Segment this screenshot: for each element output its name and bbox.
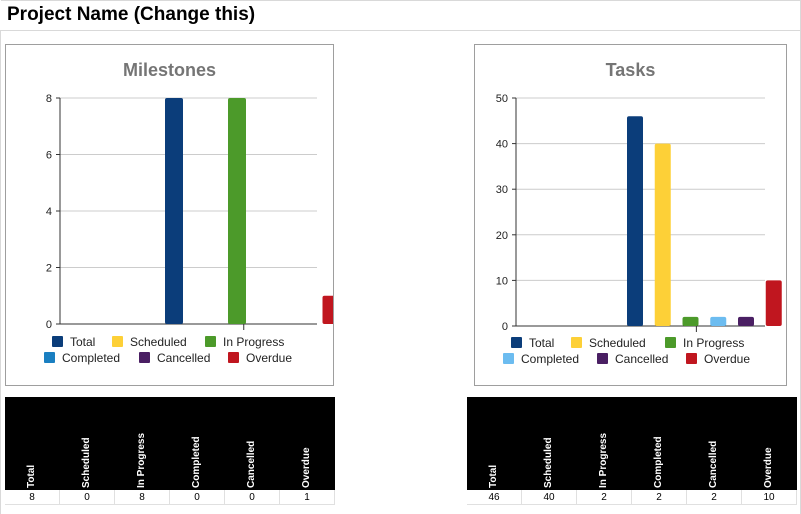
milestones-chart-svg: Milestones 0 2 4 6 8 Total Scheduled In Progress… bbox=[44, 60, 333, 365]
tasks-value-completed[interactable]: 2 bbox=[631, 490, 687, 505]
tasks-table-header-row: Total Scheduled In Progress Completed Ca… bbox=[467, 397, 797, 490]
tasks-value-cancelled[interactable]: 2 bbox=[686, 490, 742, 505]
page-title[interactable]: Project Name (Change this) bbox=[7, 4, 256, 25]
milestones-header-cell[interactable]: Cancelled bbox=[224, 397, 280, 490]
tasks-bar-scheduled bbox=[654, 143, 671, 326]
milestones-value-scheduled[interactable]: 0 bbox=[59, 490, 115, 505]
milestones-table: Total Scheduled In Progress Completed Ca… bbox=[5, 397, 335, 505]
tasks-legend-label-overdue: Overdue bbox=[704, 352, 750, 366]
milestones-header-cell[interactable]: Completed bbox=[169, 397, 225, 490]
milestones-table-header-row: Total Scheduled In Progress Completed Ca… bbox=[5, 397, 335, 490]
milestones-header-cancelled: Cancelled bbox=[246, 440, 257, 488]
milestones-value-completed[interactable]: 0 bbox=[169, 490, 225, 505]
milestones-header-in-progress: In Progress bbox=[136, 432, 147, 488]
milestones-value-cancelled[interactable]: 0 bbox=[224, 490, 280, 505]
tasks-y-tick-label: 0 bbox=[502, 321, 508, 333]
tasks-table-value-row: 46 40 2 2 2 10 bbox=[467, 490, 797, 505]
tasks-header-cell[interactable]: Completed bbox=[631, 397, 687, 490]
tasks-y-tick-label: 10 bbox=[496, 275, 508, 287]
milestones-legend-swatch-scheduled bbox=[112, 336, 123, 347]
tasks-value-total[interactable]: 46 bbox=[467, 490, 522, 505]
tasks-header-scheduled: Scheduled bbox=[543, 437, 554, 488]
tasks-legend-label-completed: Completed bbox=[521, 352, 579, 366]
milestones-y-tick-label: 4 bbox=[46, 206, 52, 218]
tasks-bar-completed bbox=[710, 316, 727, 326]
tasks-bar-cancelled bbox=[738, 316, 754, 326]
tasks-y-tick-label: 20 bbox=[496, 230, 508, 242]
milestones-legend-swatch-overdue bbox=[228, 352, 239, 363]
tasks-y-tick-label: 50 bbox=[496, 93, 508, 105]
tasks-bar-overdue bbox=[765, 280, 782, 326]
milestones-header-scheduled: Scheduled bbox=[81, 437, 92, 488]
milestones-value-in-progress[interactable]: 8 bbox=[114, 490, 170, 505]
tasks-legend-swatch-total bbox=[511, 337, 522, 348]
tasks-legend-label-cancelled: Cancelled bbox=[615, 352, 668, 366]
milestones-legend-label-in-progress: In Progress bbox=[223, 335, 284, 349]
tasks-bar-in-progress bbox=[682, 316, 699, 326]
milestones-header-cell[interactable]: Total bbox=[5, 397, 60, 490]
tasks-legend-swatch-completed bbox=[503, 353, 514, 364]
tasks-header-cell[interactable]: Cancelled bbox=[686, 397, 742, 490]
milestones-y-tick-label: 0 bbox=[46, 319, 52, 331]
tasks-y-tick-label: 40 bbox=[496, 139, 508, 151]
tasks-header-overdue: Overdue bbox=[763, 447, 774, 488]
milestones-legend-swatch-in-progress bbox=[205, 336, 216, 347]
milestones-legend-label-total: Total bbox=[70, 335, 95, 349]
milestones-header-completed: Completed bbox=[191, 436, 202, 488]
milestones-legend-swatch-completed bbox=[44, 352, 55, 363]
milestones-y-tick-label: 8 bbox=[46, 93, 52, 105]
milestones-value-total[interactable]: 8 bbox=[5, 490, 60, 505]
milestones-legend-label-scheduled: Scheduled bbox=[130, 335, 187, 349]
milestones-bar-overdue bbox=[322, 295, 333, 324]
tasks-table: Total Scheduled In Progress Completed Ca… bbox=[467, 397, 797, 505]
milestones-y-tick-label: 6 bbox=[46, 150, 52, 162]
milestones-header-cell[interactable]: In Progress bbox=[114, 397, 170, 490]
tasks-value-overdue[interactable]: 10 bbox=[741, 490, 797, 505]
tasks-legend-swatch-cancelled bbox=[597, 353, 608, 364]
tasks-header-cell[interactable]: In Progress bbox=[576, 397, 632, 490]
milestones-bar-total bbox=[165, 98, 183, 324]
tasks-bar-total bbox=[627, 116, 643, 327]
milestones-legend-label-cancelled: Cancelled bbox=[157, 351, 210, 365]
milestones-y-tick-label: 2 bbox=[46, 263, 52, 275]
milestones-chart-title: Milestones bbox=[123, 60, 216, 80]
tasks-legend-label-scheduled: Scheduled bbox=[589, 336, 646, 350]
tasks-legend-swatch-in-progress bbox=[665, 337, 676, 348]
tasks-legend-swatch-scheduled bbox=[571, 337, 582, 348]
tasks-value-in-progress[interactable]: 2 bbox=[576, 490, 632, 505]
tasks-header-cell[interactable]: Overdue bbox=[741, 397, 797, 490]
milestones-table-value-row: 8 0 8 0 0 1 bbox=[5, 490, 335, 505]
milestones-header-cell[interactable]: Overdue bbox=[279, 397, 335, 490]
tasks-header-cell[interactable]: Total bbox=[467, 397, 522, 490]
milestones-header-overdue: Overdue bbox=[301, 447, 312, 488]
tasks-header-cancelled: Cancelled bbox=[708, 440, 719, 488]
milestones-legend-label-completed: Completed bbox=[62, 351, 120, 365]
milestones-legend-label-overdue: Overdue bbox=[246, 351, 292, 365]
milestones-header-total: Total bbox=[26, 464, 38, 488]
tasks-header-cell[interactable]: Scheduled bbox=[521, 397, 577, 490]
milestones-value-overdue[interactable]: 1 bbox=[279, 490, 335, 505]
tasks-chart-title: Tasks bbox=[606, 60, 656, 80]
milestones-chart[interactable]: Milestones 0 2 4 6 8 Total Scheduled In Progress… bbox=[5, 44, 334, 386]
tasks-header-total: Total bbox=[488, 464, 500, 488]
milestones-legend-swatch-total bbox=[52, 336, 63, 347]
tasks-chart[interactable]: Tasks 0 10 20 30 40 50 Total Scheduled In Progres… bbox=[474, 44, 787, 386]
milestones-bar-in-progress bbox=[228, 98, 246, 324]
tasks-y-tick-label: 30 bbox=[496, 184, 508, 196]
tasks-legend-label-in-progress: In Progress bbox=[683, 336, 744, 350]
tasks-header-in-progress: In Progress bbox=[598, 432, 609, 488]
milestones-legend-swatch-cancelled bbox=[139, 352, 150, 363]
tasks-legend-swatch-overdue bbox=[686, 353, 697, 364]
tasks-legend-label-total: Total bbox=[529, 336, 554, 350]
milestones-header-cell[interactable]: Scheduled bbox=[59, 397, 115, 490]
tasks-value-scheduled[interactable]: 40 bbox=[521, 490, 577, 505]
tasks-chart-svg: Tasks 0 10 20 30 40 50 Total Scheduled In Progres… bbox=[496, 60, 782, 366]
tasks-header-completed: Completed bbox=[653, 436, 664, 488]
